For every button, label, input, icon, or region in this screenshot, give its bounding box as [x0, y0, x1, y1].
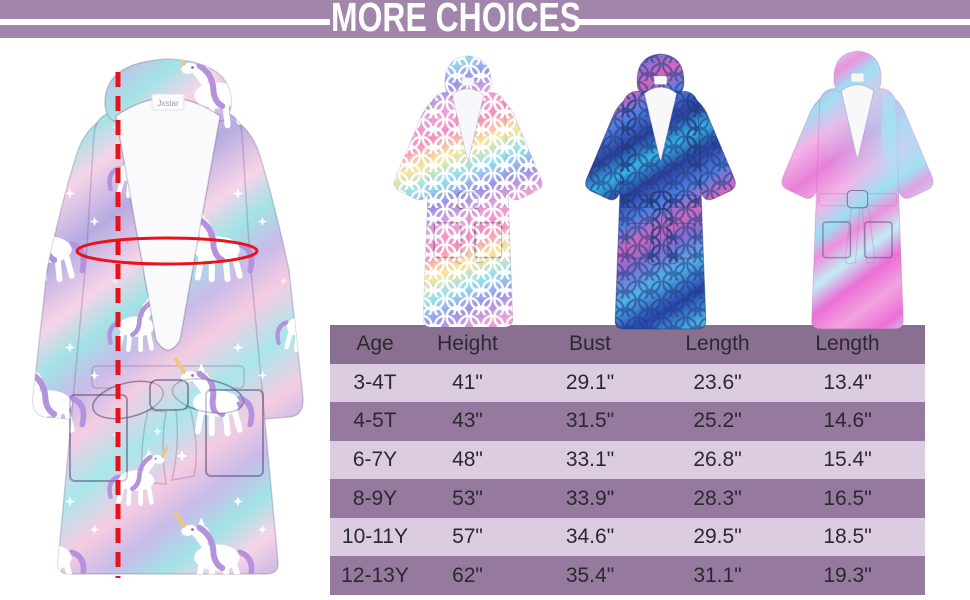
column-header-length2: Length [815, 332, 880, 356]
size-cell: 3-4T [353, 370, 397, 394]
column-header-height: Height [437, 332, 498, 356]
size-cell: 29.5" [693, 525, 742, 549]
column-header-age: Age [356, 332, 394, 356]
size-cell: 4-5T [353, 409, 397, 433]
column-header-bust: Bust [568, 332, 612, 356]
size-cell: 16.5" [823, 486, 872, 510]
size-chart-table: Age Height Bust Length Length 3-4T 41" 2… [330, 325, 925, 596]
size-cell: 31.1" [693, 563, 742, 587]
size-row-6-7y: 6-7Y 48" 33.1" 26.8" 15.4" [330, 440, 925, 480]
size-cell: 62" [452, 563, 483, 587]
variant-tie-dye-robe-image [781, 50, 934, 330]
size-cell: 18.5" [823, 525, 872, 549]
banner-rule-right [576, 19, 970, 25]
size-cell: 13.4" [823, 370, 872, 394]
bust-measure-ellipse [75, 236, 259, 266]
size-cell: 41" [452, 370, 483, 394]
size-cell: 26.8" [693, 448, 742, 472]
size-cell: 14.6" [823, 409, 872, 433]
size-cell: 33.9" [565, 486, 615, 510]
banner-rule-left [0, 19, 330, 25]
banner-title: MORE CHOICES [331, 0, 582, 41]
size-cell: 29.1" [565, 370, 615, 394]
size-row-3-4t: 3-4T 41" 29.1" 23.6" 13.4" [330, 363, 925, 403]
size-cell: 19.3" [823, 563, 872, 587]
size-cell: 23.6" [693, 370, 742, 394]
size-cell: 25.2" [693, 409, 742, 433]
size-cell: 15.4" [823, 448, 872, 472]
size-cell: 53" [452, 486, 483, 510]
variant-rainbow-mermaid-robe-image [393, 55, 543, 328]
size-row-8-9y: 8-9Y 53" 33.9" 28.3" 16.5" [330, 479, 925, 518]
size-cell: 12-13Y [341, 563, 409, 587]
size-cell: 6-7Y [352, 448, 398, 472]
size-cell: 43" [452, 409, 483, 433]
size-table-header-row: Age Height Bust Length Length [330, 325, 925, 364]
size-cell: 10-11Y [341, 525, 409, 549]
size-cell: 57" [452, 525, 483, 549]
size-cell: 33.1" [565, 448, 615, 472]
column-header-length: Length [685, 332, 750, 356]
size-cell: 28.3" [693, 486, 742, 510]
banner: MORE CHOICES [0, 0, 970, 41]
size-cell: 48" [452, 448, 483, 472]
size-row-10-11y: 10-11Y 57" 34.6" 29.5" 18.5" [330, 517, 925, 557]
size-row-4-5t: 4-5T 43" 31.5" 25.2" 14.6" [330, 402, 925, 441]
measurement-overlay [75, 72, 259, 578]
size-cell: 35.4" [565, 563, 615, 587]
size-row-12-13y: 12-13Y 62" 35.4" 31.1" 19.3" [330, 556, 925, 596]
size-cell: 8-9Y [352, 486, 398, 510]
variant-blue-mermaid-robe-image [584, 53, 737, 330]
size-cell: 31.5" [565, 409, 615, 433]
size-cell: 34.6" [565, 525, 615, 549]
